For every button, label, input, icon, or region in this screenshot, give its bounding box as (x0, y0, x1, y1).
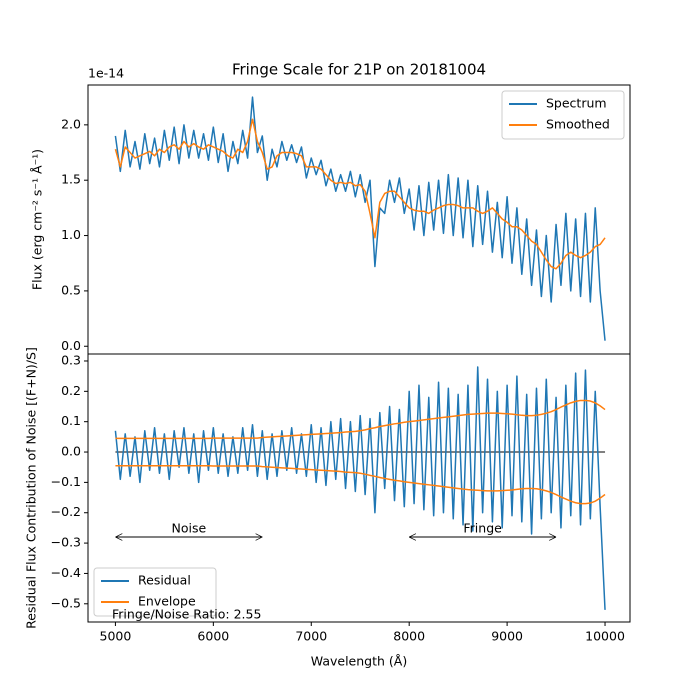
y-tick-label: 0.5 (61, 282, 81, 297)
series-line (114, 96, 606, 341)
x-tick-label: 6000 (197, 629, 229, 644)
y-tick-label: 1.5 (61, 172, 81, 187)
series-line (115, 399, 606, 440)
annotation-text: Fringe (463, 521, 502, 536)
y-tick-label: 0.3 (61, 352, 81, 367)
plot-frame (87, 353, 631, 623)
annotation-text: Noise (172, 521, 207, 536)
x-tick-label: 8000 (393, 629, 425, 644)
legend-label: Spectrum (546, 96, 607, 111)
x-tick-label: 5000 (100, 629, 132, 644)
y-tick-label: 0.0 (61, 444, 81, 459)
y-tick-label: −0.2 (51, 504, 81, 519)
y-tick-label: −0.5 (51, 595, 81, 610)
ratio-note: Fringe/Noise Ratio: 2.55 (112, 607, 261, 622)
x-axis-label: Wavelength (Å) (311, 654, 407, 669)
y-tick-label: 2.0 (61, 116, 81, 131)
y-axis-label: Flux (erg cm⁻² s⁻¹ Å⁻¹) (30, 149, 45, 290)
offset-label: 1e-14 (88, 66, 124, 81)
x-tick-label: 9000 (491, 629, 523, 644)
legend-label: Smoothed (546, 117, 610, 132)
y-tick-label: −0.3 (51, 535, 81, 550)
y-tick-label: 0.0 (61, 338, 81, 353)
y-tick-label: 1.0 (61, 227, 81, 242)
series-line-lower (115, 464, 606, 505)
series-line (114, 118, 606, 270)
y-axis-label: Residual Flux Contribution of Noise [(F+… (24, 347, 39, 629)
y-tick-label: −0.4 (51, 565, 81, 580)
x-tick-label: 7000 (295, 629, 327, 644)
y-tick-label: −0.1 (51, 474, 81, 489)
legend-label: Residual (138, 573, 191, 588)
y-tick-label: 0.2 (61, 383, 81, 398)
y-tick-label: 0.1 (61, 413, 81, 428)
legend-label: Envelope (138, 594, 196, 609)
chart-title: Fringe Scale for 21P on 20181004 (232, 61, 486, 79)
x-tick-label: 10000 (585, 629, 625, 644)
